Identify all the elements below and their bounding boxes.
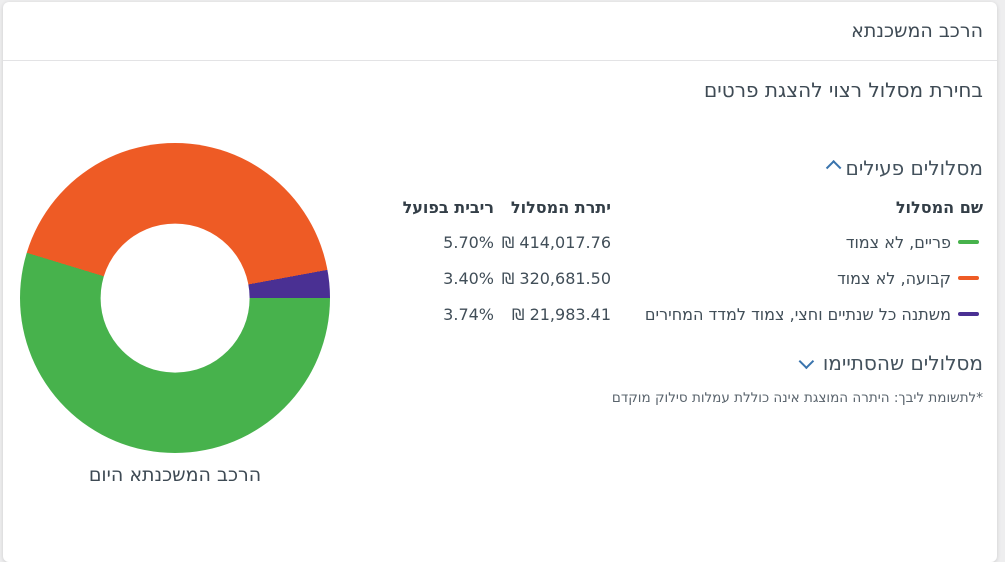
track-balance: ₪ 21,983.41	[511, 304, 611, 324]
track-balance: ₪ 320,681.50	[501, 268, 611, 288]
track-balance: ₪ 414,017.76	[501, 232, 611, 252]
fixed-track-color-marker	[958, 276, 979, 280]
active-tracks-section-header[interactable]: מסלולים פעילים	[381, 154, 983, 182]
track-row-variable[interactable]: משתנה כל שנתיים וחצי, צמוד למדד המחירים …	[381, 296, 983, 332]
track-name: קבועה, לא צמוד	[837, 268, 951, 288]
mortgage-donut-chart-area: הרכב המשכנתא היום	[16, 143, 334, 486]
tracks-table-header: שם המסלול יתרת המסלול ריבית בפועל	[381, 190, 983, 224]
prime-track-color-marker	[958, 240, 979, 244]
variable-track-color-marker	[958, 312, 979, 316]
ended-tracks-title: מסלולים שהסתיימו	[822, 351, 983, 375]
column-header-track-balance: יתרת המסלול	[510, 197, 611, 217]
column-header-actual-rate: ריבית בפועל	[402, 197, 494, 217]
track-name: פריים, לא צמוד	[845, 232, 951, 252]
card-header: הרכב המשכנתא	[3, 2, 997, 61]
chevron-up-icon	[825, 159, 841, 176]
instruction-text: בחירת מסלול רצוי להצגת פרטים	[704, 78, 983, 102]
donut-chart[interactable]	[20, 143, 330, 453]
track-row-prime[interactable]: פריים, לא צמוד ₪ 414,017.76 5.70%	[381, 224, 983, 260]
mortgage-composition-card: הרכב המשכנתא בחירת מסלול רצוי להצגת פרטי…	[3, 2, 997, 562]
track-row-fixed[interactable]: קבועה, לא צמוד ₪ 320,681.50 3.40%	[381, 260, 983, 296]
tracks-panel: מסלולים פעילים שם המסלול יתרת המסלול ריב…	[381, 154, 983, 406]
column-header-track-name: שם המסלול	[895, 197, 983, 217]
ended-tracks-section-header[interactable]: מסלולים שהסתיימו	[381, 349, 983, 377]
chevron-down-icon	[798, 353, 814, 369]
donut-chart-caption: הרכב המשכנתא היום	[88, 464, 262, 486]
track-name: משתנה כל שנתיים וחצי, צמוד למדד המחירים	[644, 304, 951, 324]
active-tracks-title: מסלולים פעילים	[845, 156, 983, 180]
track-rate: 3.40%	[443, 268, 494, 288]
page-title: הרכב המשכנתא	[851, 20, 983, 42]
track-rate: 5.70%	[443, 232, 494, 252]
track-rate: 3.74%	[443, 304, 494, 324]
early-repayment-footnote: *לתשומת ליבך: היתרה המוצגת אינה כוללת עמ…	[611, 390, 983, 406]
